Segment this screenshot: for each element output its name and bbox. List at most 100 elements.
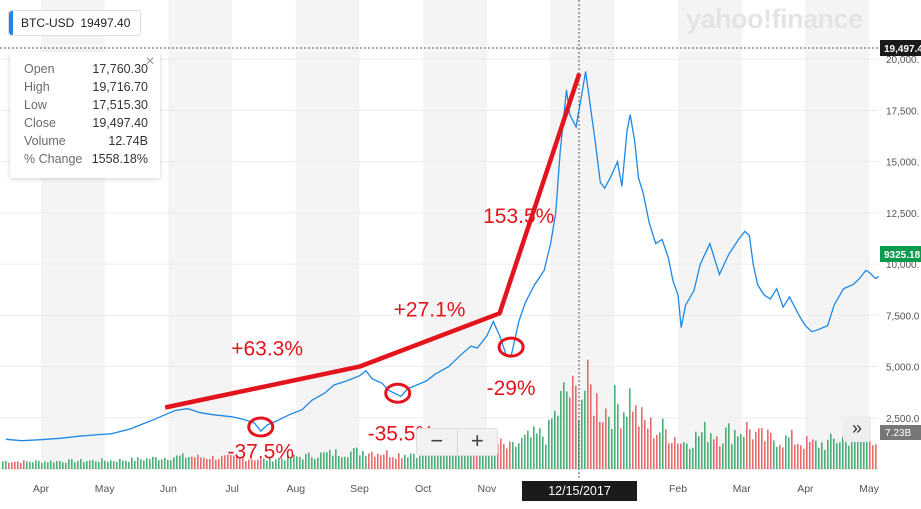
volume-bar [89,460,91,469]
volume-bar [386,450,388,469]
dip-circle-annotation [247,416,275,438]
x-tick-label: Oct [415,483,431,495]
volume-bar [575,385,577,469]
volume-bar [422,452,424,469]
zoom-in-button[interactable]: + [470,428,484,453]
volume-bar [65,462,67,469]
volume-bar [278,457,280,469]
volume-bar [50,460,52,469]
ohlc-label: Low [24,98,47,112]
volume-bar [629,388,631,469]
volume-bar [869,437,871,469]
volume-bar [698,436,700,469]
volume-bar [683,442,685,469]
zoom-out-button[interactable]: − [430,428,444,453]
volume-bar [434,448,436,469]
volume-bar [440,453,442,469]
volume-bar [587,359,589,469]
volume-bar [743,436,745,469]
volume-tag-bg [880,425,921,440]
ohlc-label: High [24,80,50,94]
close-icon[interactable]: ✕ [144,54,155,68]
volume-bar [716,436,718,469]
volume-bar [866,431,868,469]
volume-bar [857,430,859,469]
volume-bar [470,447,472,469]
volume-bar [302,459,304,469]
volume-bar [305,453,307,469]
volume-bar [767,429,769,469]
volume-bar [839,442,841,469]
volume-bar [524,434,526,469]
volume-bar [389,457,391,469]
volume-bar [593,415,595,469]
volume-bar [677,443,679,469]
volume-bar [686,443,688,469]
volume-bar [404,454,406,469]
volume-bar [731,444,733,469]
volume-bar [425,449,427,469]
expand-button[interactable]: » [843,416,871,442]
percent-annotation-label: +27.1% [394,298,466,321]
volume-bar [113,461,115,469]
volume-bar [614,385,616,469]
volume-bar [17,461,19,469]
volume-bar [680,443,682,469]
volume-bar [431,446,433,469]
volume-bar [773,440,775,469]
volume-bar [371,451,373,469]
volume-bar [383,454,385,469]
volume-bar [860,435,862,469]
y-tick-label: 17,500. [886,106,919,117]
volume-bar [566,391,568,469]
volume-bar [143,460,145,469]
ohlc-value: 12.74B [108,134,148,148]
x-tick-label: Jun [160,483,177,495]
volume-bar [557,415,559,469]
volume-bar [752,439,754,469]
volume-bar [569,397,571,469]
volume-bar [161,459,163,469]
x-tick-label: Aug [286,483,305,495]
volume-bar [146,458,148,469]
volume-bar [674,437,676,469]
volume-bar [341,457,343,469]
ohlc-value: 19,716.70 [92,80,148,94]
volume-bar [854,429,856,469]
x-tick-label: Jul [225,483,238,495]
volume-bar [239,457,241,469]
volume-bar [230,454,232,469]
ohlc-value: 1558.18% [91,152,148,166]
volume-bar [437,449,439,469]
yahoo-finance-logo: yahoo!finance [686,4,863,34]
volume-bar [551,418,553,469]
volume-bar [725,427,727,469]
volume-bar [620,428,622,469]
volume-bar [170,460,172,469]
volume-bar [560,390,562,469]
volume-bar [455,454,457,469]
volume-bar [188,456,190,469]
volume-bar [461,450,463,469]
volume-bar [368,453,370,469]
ticker-badge[interactable]: BTC-USD 19497.40 [8,10,142,36]
y-tick-label: 2,500.0 [886,414,920,425]
ticker-color-bar [9,11,13,35]
ticker-symbol: BTC-USD [21,16,75,30]
volume-bar [812,439,814,469]
volume-bar [125,460,127,469]
volume-bar [749,429,751,469]
volume-bar [671,442,673,469]
volume-bar [830,433,832,469]
zoom-divider [456,429,458,455]
volume-bar [428,453,430,469]
volume-bar [251,459,253,469]
volume-bar [215,459,217,469]
volume-tag: 7.23B [885,428,911,439]
volume-bar [605,408,607,469]
volume-bar [476,446,478,469]
volume-bar [41,462,43,469]
y-tick-label: 7,500.0 [886,311,920,322]
volume-bar [356,447,358,469]
